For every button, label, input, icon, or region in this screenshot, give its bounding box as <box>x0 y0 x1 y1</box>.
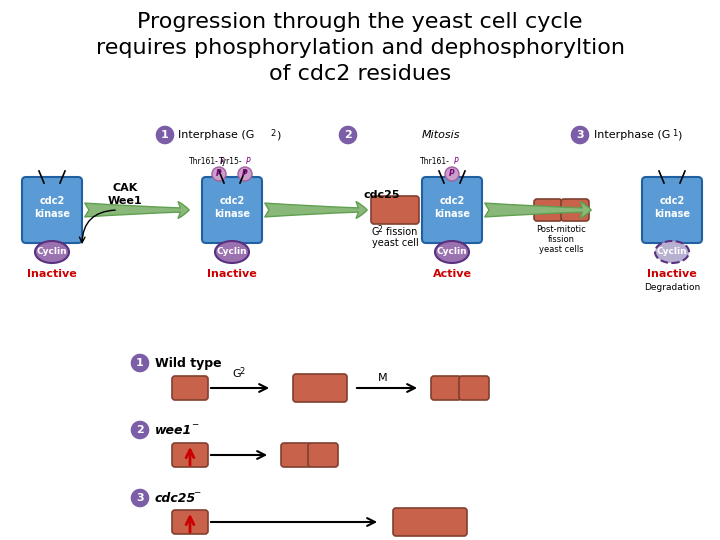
FancyBboxPatch shape <box>172 376 208 400</box>
Text: cdc2: cdc2 <box>660 196 685 206</box>
Text: ): ) <box>677 130 681 140</box>
Text: yeast cell: yeast cell <box>372 238 418 248</box>
Text: Thr161-: Thr161- <box>189 158 219 166</box>
Text: cdc25: cdc25 <box>155 491 197 504</box>
Text: Thr161-: Thr161- <box>420 158 450 166</box>
Text: Wild type: Wild type <box>155 356 222 369</box>
Text: Inactive: Inactive <box>27 269 77 279</box>
Circle shape <box>212 167 226 181</box>
Ellipse shape <box>655 241 689 263</box>
Text: Degradation: Degradation <box>644 282 700 292</box>
Text: 1: 1 <box>136 358 144 368</box>
Circle shape <box>155 125 175 145</box>
FancyBboxPatch shape <box>534 199 562 221</box>
Text: 2: 2 <box>270 129 275 138</box>
Text: 1: 1 <box>672 129 678 138</box>
FancyArrowPatch shape <box>265 201 367 218</box>
Text: Active: Active <box>433 269 472 279</box>
FancyBboxPatch shape <box>293 374 347 402</box>
Circle shape <box>238 167 252 181</box>
Circle shape <box>130 420 150 440</box>
FancyBboxPatch shape <box>642 177 702 243</box>
Text: Interphase (G: Interphase (G <box>178 130 254 140</box>
Text: 3: 3 <box>576 130 584 140</box>
Ellipse shape <box>35 241 69 263</box>
Circle shape <box>338 125 358 145</box>
Text: Inactive: Inactive <box>647 269 697 279</box>
FancyBboxPatch shape <box>202 177 262 243</box>
Text: yeast cells: yeast cells <box>539 246 583 254</box>
Text: 2: 2 <box>136 425 144 435</box>
Text: kinase: kinase <box>214 209 250 219</box>
Text: P: P <box>246 158 251 166</box>
Text: $^{-}$: $^{-}$ <box>193 489 202 503</box>
Text: kinase: kinase <box>34 209 70 219</box>
Text: Cyclin: Cyclin <box>37 247 67 256</box>
Text: 3: 3 <box>136 493 144 503</box>
Text: 2: 2 <box>378 226 383 234</box>
Text: kinase: kinase <box>434 209 470 219</box>
Text: G: G <box>371 227 379 237</box>
Text: ): ) <box>276 130 280 140</box>
Text: of cdc2 residues: of cdc2 residues <box>269 64 451 84</box>
Text: cdc2: cdc2 <box>439 196 464 206</box>
Text: M: M <box>378 373 387 383</box>
Text: Interphase (G: Interphase (G <box>594 130 670 140</box>
Text: Inactive: Inactive <box>207 269 257 279</box>
Text: CAK: CAK <box>112 183 138 193</box>
Text: P: P <box>216 170 222 179</box>
Text: cdc2: cdc2 <box>40 196 65 206</box>
Text: 1: 1 <box>161 130 169 140</box>
FancyBboxPatch shape <box>371 196 419 224</box>
Circle shape <box>445 167 459 181</box>
Text: cdc25: cdc25 <box>364 190 400 200</box>
Text: wee1: wee1 <box>155 423 192 436</box>
Text: 2: 2 <box>239 368 244 376</box>
Text: Cyclin: Cyclin <box>437 247 467 256</box>
Text: Progression through the yeast cell cycle: Progression through the yeast cell cycle <box>138 12 582 32</box>
Text: P: P <box>449 170 455 179</box>
FancyBboxPatch shape <box>422 177 482 243</box>
Text: G: G <box>232 369 240 379</box>
FancyArrowPatch shape <box>85 201 189 218</box>
Text: P: P <box>454 158 459 166</box>
Text: fission: fission <box>547 235 575 245</box>
FancyBboxPatch shape <box>281 443 311 467</box>
FancyBboxPatch shape <box>393 508 467 536</box>
Text: Cyclin: Cyclin <box>217 247 247 256</box>
Text: cdc2: cdc2 <box>220 196 245 206</box>
Text: Cyclin: Cyclin <box>657 247 688 256</box>
FancyBboxPatch shape <box>172 510 208 534</box>
Text: Mitosis: Mitosis <box>422 130 461 140</box>
Text: P: P <box>242 170 248 179</box>
Text: Tyr15-: Tyr15- <box>220 158 243 166</box>
FancyBboxPatch shape <box>22 177 82 243</box>
FancyBboxPatch shape <box>172 443 208 467</box>
Text: Post-mitotic: Post-mitotic <box>536 226 586 234</box>
Circle shape <box>130 488 150 508</box>
Text: requires phosphorylation and dephosphoryltion: requires phosphorylation and dephosphory… <box>96 38 624 58</box>
FancyBboxPatch shape <box>431 376 461 400</box>
Ellipse shape <box>215 241 249 263</box>
FancyArrowPatch shape <box>485 201 591 218</box>
Text: $^{-}$: $^{-}$ <box>191 422 199 435</box>
Ellipse shape <box>435 241 469 263</box>
FancyBboxPatch shape <box>459 376 489 400</box>
Text: Wee1: Wee1 <box>108 196 143 206</box>
Text: fission: fission <box>383 227 418 237</box>
Text: P: P <box>220 158 225 166</box>
Circle shape <box>570 125 590 145</box>
Text: kinase: kinase <box>654 209 690 219</box>
Circle shape <box>130 353 150 373</box>
FancyBboxPatch shape <box>308 443 338 467</box>
Text: 2: 2 <box>344 130 352 140</box>
FancyBboxPatch shape <box>561 199 589 221</box>
